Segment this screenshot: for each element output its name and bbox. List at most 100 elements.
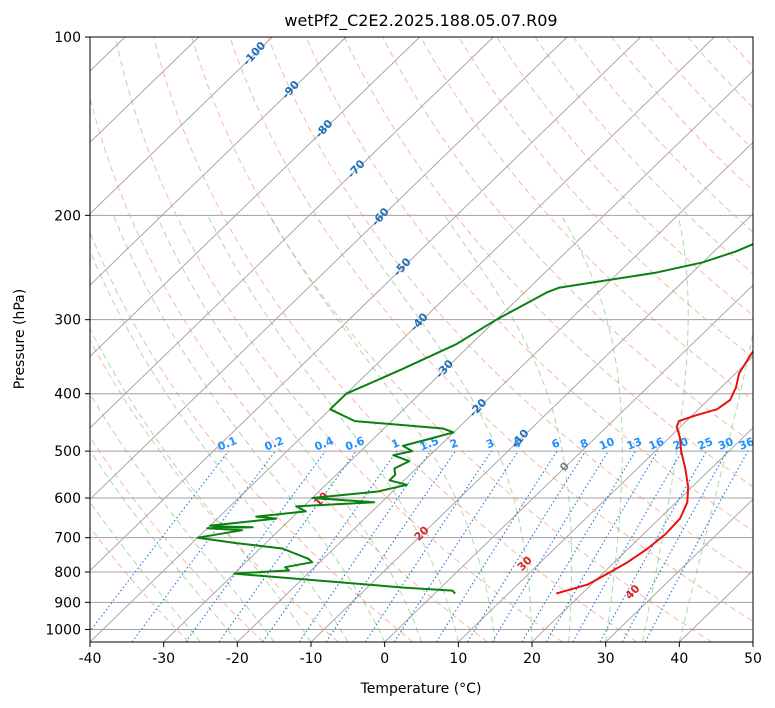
mixing-ratio-line <box>131 450 276 642</box>
moist-adiabat-line <box>346 215 533 642</box>
mixing-ratio-label: 1 <box>390 436 402 451</box>
dry-adiabat-line <box>305 37 753 532</box>
y-tick-label: 300 <box>54 313 81 329</box>
x-tick-label: -10 <box>300 651 323 667</box>
mixing-ratio-label: 25 <box>696 435 715 453</box>
isotherm-line <box>679 569 753 642</box>
mixing-ratio-line <box>545 450 659 642</box>
mixing-ratio-label: 13 <box>625 435 644 453</box>
moist-adiabat-line <box>90 249 349 642</box>
mixing-ratio-line <box>185 450 326 642</box>
mixing-ratio-line <box>621 450 728 642</box>
chart-title: wetPf2_C2E2.2025.188.05.07.R09 <box>284 11 557 31</box>
mixing-ratio-line <box>572 450 683 642</box>
mixing-ratio-label: 16 <box>647 435 666 453</box>
dry-adiabat-line <box>572 37 753 233</box>
background-labels: 0.1 0.2 0.4 0.6 1 1.5 2 3 4 6 8 10 13 16 20 25 30 36-100-… <box>216 39 756 602</box>
dry-adiabat-line <box>90 526 190 642</box>
y-tick-label: 100 <box>54 30 81 46</box>
moist-adiabat-line <box>642 215 689 642</box>
mixing-ratio-label: 8 <box>578 436 590 451</box>
dry-adiabat-line <box>90 231 414 642</box>
isotherm-line <box>90 37 494 429</box>
isotherm-line <box>163 70 753 642</box>
x-axis-label: Temperature (°C) <box>360 681 482 697</box>
dry-adiabat-line <box>496 37 753 316</box>
plot-area: 0.1 0.2 0.4 0.6 1 1.5 2 3 4 6 8 10 13 16 20 25 30 36-100-… <box>90 37 775 642</box>
isotherm-line <box>310 213 753 642</box>
dewpoint-line <box>196 243 753 595</box>
dry-adiabat-line <box>153 37 638 642</box>
mixing-ratio-line <box>218 450 357 642</box>
y-tick-label: 500 <box>54 444 81 460</box>
dry-adiabat-line <box>343 37 753 488</box>
isotherm-line <box>605 498 753 642</box>
isotherm-line <box>90 37 715 642</box>
mixing-ratio-line <box>325 450 456 642</box>
moist-adiabat-line <box>678 331 753 642</box>
isotherm-label: -100 <box>240 39 268 68</box>
moist-adiabat-line <box>269 215 496 642</box>
y-axis-label: Pressure (hPa) <box>12 289 28 389</box>
dry-adiabat-line <box>267 37 753 577</box>
y-tick-label: 400 <box>54 387 81 403</box>
moist-adiabat-line <box>207 215 459 642</box>
mixing-ratio-line <box>262 450 398 642</box>
x-tick-label: -30 <box>152 651 175 667</box>
x-tick-label: 20 <box>523 651 541 667</box>
isotherm-line <box>90 37 568 500</box>
mixing-ratio-label: 10 <box>597 435 616 453</box>
dry-adiabat-lines <box>90 37 775 642</box>
dry-adiabat-line <box>191 37 712 642</box>
isotherm-line <box>458 355 753 642</box>
x-tick-label: 40 <box>670 651 688 667</box>
sounding-series <box>196 243 753 595</box>
moist-adiabat-lines <box>90 215 753 642</box>
dry-adiabat-line <box>114 37 563 642</box>
moist-adiabat-line <box>560 215 623 642</box>
isotherm-line <box>531 427 753 642</box>
mixing-ratio-line <box>599 450 708 642</box>
isotherm-line <box>90 37 273 215</box>
isotherm-line <box>90 37 642 572</box>
mixing-ratio-line <box>644 450 749 642</box>
x-tick-label: 0 <box>380 651 389 667</box>
temperature-line <box>555 349 753 595</box>
moist-adiabat-line <box>90 392 275 642</box>
x-axis: -40 -30 -20 -10 0 10 20 30 40 50 <box>79 642 762 667</box>
moist-adiabat-line <box>156 215 422 642</box>
mixing-ratio-lines <box>90 450 749 642</box>
mixing-ratio-line <box>393 450 519 642</box>
mixing-ratio-line <box>435 450 558 642</box>
dry-adiabat-line <box>229 37 753 622</box>
mixing-ratio-line <box>90 450 229 633</box>
mixing-ratio-line <box>298 450 432 642</box>
isotherm-line <box>752 641 753 642</box>
plot-frame <box>89 36 754 643</box>
x-tick-label: 30 <box>597 651 615 667</box>
x-tick-label: 10 <box>449 651 467 667</box>
y-tick-label: 900 <box>54 595 81 611</box>
dry-adiabat-line <box>725 37 753 68</box>
y-tick-label: 1000 <box>45 622 81 638</box>
y-tick-label: 200 <box>54 208 81 224</box>
moist-adiabat-line <box>90 327 312 642</box>
isotherm-line <box>90 37 421 358</box>
mixing-ratio-line <box>467 450 587 642</box>
y-tick-label: 700 <box>54 531 81 547</box>
mixing-ratio-line <box>491 450 609 642</box>
isotherm-line <box>384 284 753 642</box>
isotherm-line <box>237 141 753 642</box>
y-tick-label: 600 <box>54 491 81 507</box>
moist-adiabat-line <box>444 215 573 642</box>
x-tick-label: -20 <box>226 651 249 667</box>
y-axis: 100 200 300 400 500 600 700 800 900 1000 <box>45 30 90 638</box>
isotherm-lines <box>90 37 753 642</box>
mixing-ratio-label: 3 <box>484 436 496 451</box>
dry-adiabat-line <box>764 37 775 642</box>
mixing-ratio-label: 2 <box>448 436 460 451</box>
mixing-ratio-label: 36 <box>737 435 756 453</box>
y-tick-label: 800 <box>54 565 81 581</box>
dry-adiabat-line <box>649 37 753 150</box>
